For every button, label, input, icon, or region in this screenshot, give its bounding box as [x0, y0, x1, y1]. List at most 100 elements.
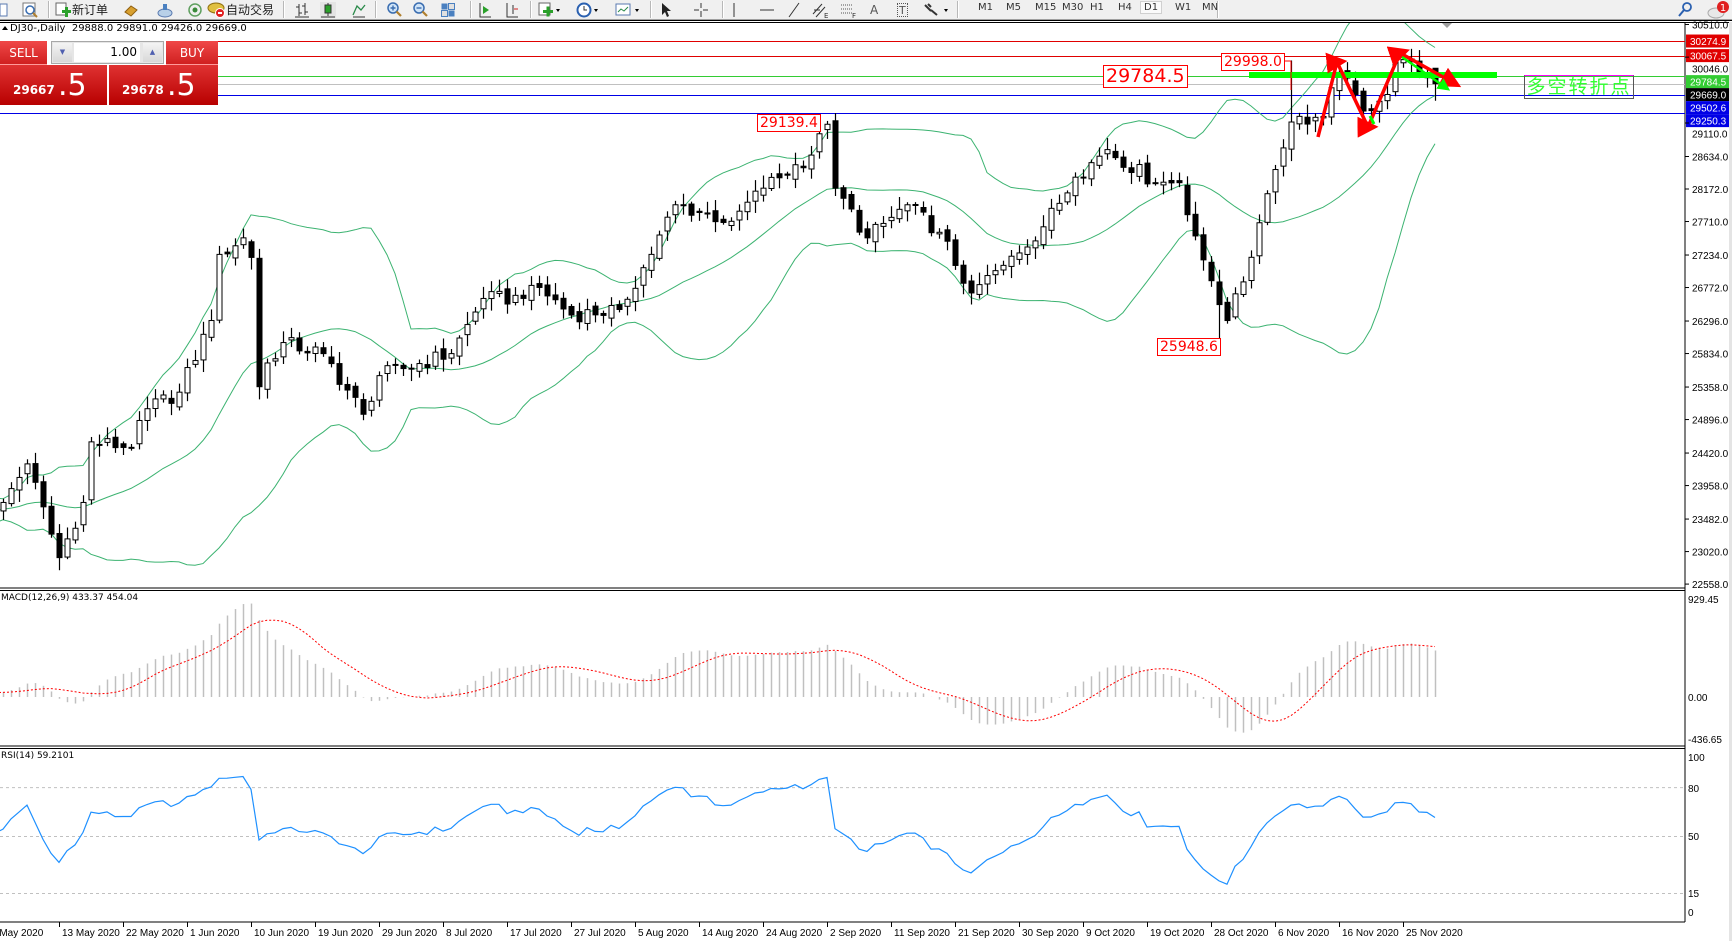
candle[interactable] [840, 185, 847, 210]
candle[interactable] [128, 443, 135, 451]
candle[interactable] [160, 390, 167, 403]
candle[interactable] [16, 466, 23, 502]
timeframe-h4[interactable]: H4 [1118, 2, 1132, 13]
candle[interactable] [536, 275, 543, 296]
candle[interactable] [672, 200, 679, 224]
candle[interactable] [592, 301, 599, 323]
candle[interactable] [64, 527, 71, 560]
auto-trading-button[interactable]: 自动交易 [207, 1, 274, 18]
zigzag-arrow[interactable] [1316, 46, 1462, 138]
tile-windows-button[interactable] [441, 1, 455, 18]
candle[interactable] [384, 361, 391, 382]
candle[interactable] [256, 248, 263, 400]
candle[interactable] [48, 496, 55, 538]
arrows-tool[interactable] [923, 1, 951, 18]
timeframe-d1[interactable]: D1 [1140, 1, 1163, 14]
search-icon[interactable] [1678, 1, 1692, 18]
green-arrow[interactable] [1401, 55, 1451, 91]
price-label-29784[interactable]: 29784.5 [1103, 65, 1188, 88]
candle[interactable] [136, 411, 143, 450]
trendline-tool[interactable] [788, 1, 800, 18]
candle[interactable] [688, 201, 695, 222]
candle[interactable] [1200, 227, 1207, 271]
candle[interactable] [1112, 143, 1119, 160]
window-icon[interactable] [0, 1, 8, 18]
candle[interactable] [1144, 154, 1151, 188]
candle[interactable] [984, 264, 991, 295]
market-button[interactable] [123, 1, 139, 18]
crosshair-tool[interactable] [694, 1, 708, 18]
candle[interactable] [448, 348, 455, 365]
candle[interactable] [1032, 236, 1039, 259]
candle[interactable] [1232, 287, 1239, 320]
candle[interactable] [8, 482, 15, 507]
lot-size-stepper[interactable]: ▼ 1.00 ▲ [51, 41, 164, 64]
candle[interactable] [392, 358, 399, 375]
templates-button[interactable] [615, 1, 641, 18]
fibonacci-tool[interactable]: F [840, 1, 858, 18]
candle[interactable] [432, 345, 439, 370]
timeframe-w1[interactable]: W1 [1175, 2, 1192, 13]
candle[interactable] [560, 292, 567, 319]
chart-shift-marker[interactable] [1441, 22, 1453, 28]
candle[interactable] [904, 202, 911, 222]
candle[interactable] [264, 358, 271, 399]
candle[interactable] [1224, 297, 1231, 324]
candle[interactable] [680, 193, 687, 215]
candle[interactable] [288, 327, 295, 348]
candle[interactable] [176, 383, 183, 411]
new-order-button[interactable]: 新订单 [55, 1, 108, 18]
timeframe-m1[interactable]: M1 [978, 2, 993, 13]
candle[interactable] [808, 145, 815, 179]
candle[interactable] [944, 224, 951, 251]
timeframe-mn[interactable]: MN [1202, 2, 1219, 13]
candle[interactable] [1064, 190, 1071, 205]
candle[interactable] [824, 120, 831, 139]
candle[interactable] [1120, 150, 1127, 172]
candle[interactable] [1016, 245, 1023, 265]
indicators-button[interactable] [538, 1, 562, 18]
candle[interactable] [512, 287, 519, 306]
candle[interactable] [472, 306, 479, 325]
candle[interactable] [960, 260, 967, 295]
candle[interactable] [1056, 194, 1063, 215]
candle[interactable] [24, 459, 31, 485]
candle[interactable] [656, 230, 663, 261]
candle[interactable] [1104, 138, 1111, 160]
text-tool[interactable]: A [870, 2, 879, 17]
candle[interactable] [736, 204, 743, 231]
candle[interactable] [376, 371, 383, 407]
line-chart-button[interactable] [352, 1, 366, 18]
candle[interactable] [584, 298, 591, 331]
candle[interactable] [888, 206, 895, 229]
candle[interactable] [608, 297, 615, 327]
candle[interactable] [848, 190, 855, 213]
candle[interactable] [240, 228, 247, 249]
sell-price-button[interactable]: 29667 .5 [0, 65, 107, 105]
candle[interactable] [1096, 147, 1103, 169]
candle[interactable] [920, 201, 927, 216]
candle[interactable] [0, 498, 7, 520]
candle[interactable] [1256, 214, 1263, 265]
candle[interactable] [952, 234, 959, 270]
navigator-search-icon[interactable] [22, 1, 38, 18]
candle[interactable] [208, 309, 215, 342]
zoom-out-button[interactable] [413, 1, 428, 18]
candle[interactable] [464, 311, 471, 347]
candle[interactable] [1008, 250, 1015, 279]
candle[interactable] [1304, 104, 1311, 135]
price-label-25948[interactable]: 25948.6 [1157, 338, 1221, 356]
candle[interactable] [152, 389, 159, 418]
notifications-button[interactable]: 1 [1707, 0, 1731, 18]
candle[interactable] [360, 393, 367, 421]
candle[interactable] [1048, 198, 1055, 239]
candle[interactable] [800, 160, 807, 173]
candle[interactable] [56, 524, 63, 571]
candle[interactable] [400, 362, 407, 376]
candle[interactable] [1280, 139, 1287, 177]
equidistant-channel-tool[interactable]: E [812, 1, 830, 18]
candle[interactable] [1136, 159, 1143, 182]
community-button[interactable] [187, 1, 203, 18]
candle[interactable] [440, 338, 447, 372]
candle[interactable] [1000, 260, 1007, 276]
